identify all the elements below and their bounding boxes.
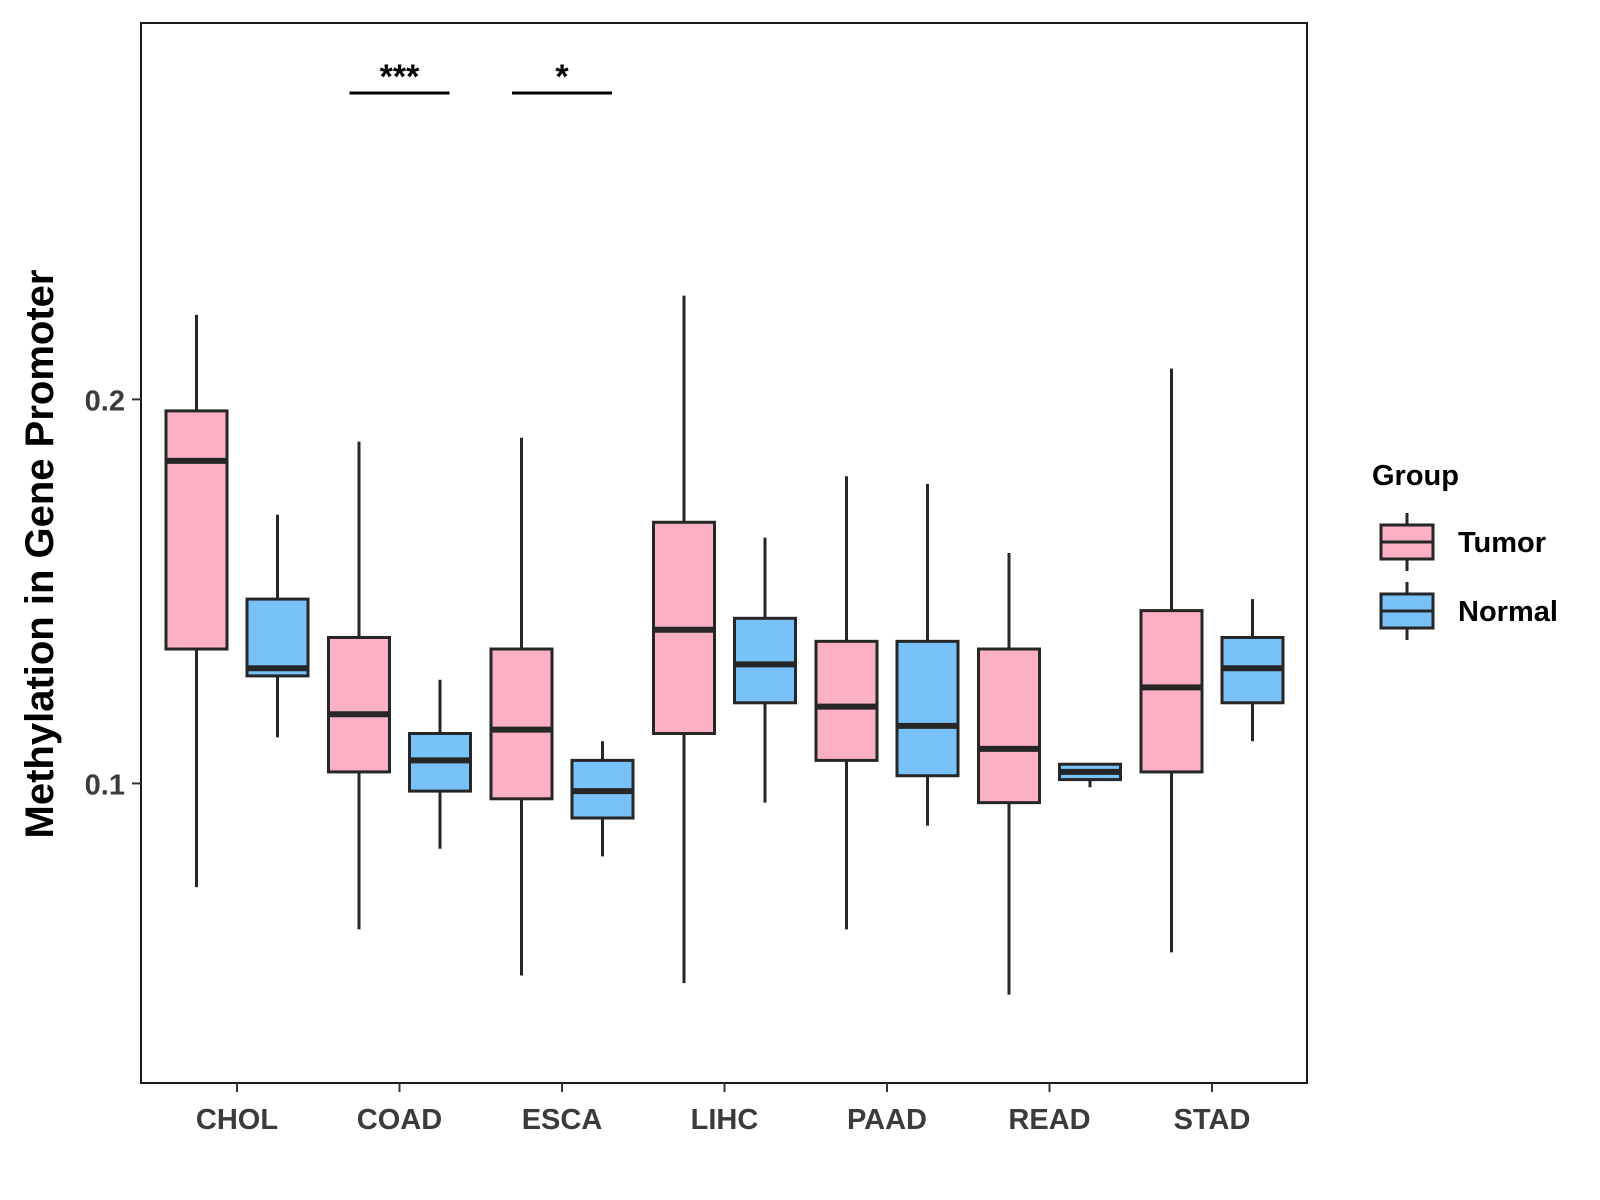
legend-label-normal: Normal bbox=[1458, 596, 1558, 628]
plot-marks bbox=[164, 295, 1285, 995]
box-normal-lihc bbox=[733, 537, 797, 803]
iqr-box-normal-chol bbox=[245, 597, 310, 678]
legend-item-normal: Normal bbox=[1379, 582, 1558, 640]
iqr-box-tumor-paad bbox=[814, 639, 879, 762]
plot-panel-border bbox=[140, 22, 1308, 1084]
x-tick-label-chol: CHOL bbox=[196, 1104, 278, 1136]
box-tumor-read bbox=[977, 553, 1041, 995]
iqr-box-tumor-esca bbox=[489, 647, 554, 801]
x-tick-label-lihc: LIHC bbox=[691, 1104, 759, 1136]
iqr-box-normal-lihc bbox=[733, 616, 797, 705]
box-normal-read bbox=[1058, 762, 1122, 788]
box-tumor-esca bbox=[489, 437, 554, 976]
box-normal-chol bbox=[245, 514, 310, 738]
box-tumor-stad bbox=[1139, 368, 1204, 953]
significance-annotations: *** * bbox=[349, 58, 612, 96]
significance-label-coad: *** bbox=[380, 58, 420, 96]
iqr-box-tumor-chol bbox=[164, 409, 229, 651]
box-normal-esca bbox=[570, 741, 635, 857]
x-tick-label-stad: STAD bbox=[1174, 1104, 1251, 1136]
box-normal-paad bbox=[895, 483, 960, 826]
box-tumor-paad bbox=[814, 476, 879, 930]
box-normal-stad bbox=[1220, 599, 1285, 742]
legend-item-tumor: Tumor bbox=[1379, 513, 1546, 571]
iqr-box-tumor-stad bbox=[1139, 609, 1204, 774]
x-tick-label-coad: COAD bbox=[357, 1104, 442, 1136]
y-axis-title: Methylation in Gene Promoter bbox=[18, 270, 62, 839]
y-tick-label-0.1: 0.1 bbox=[85, 769, 125, 801]
box-normal-coad bbox=[408, 679, 472, 849]
box-tumor-lihc bbox=[652, 295, 716, 984]
x-tick-label-paad: PAAD bbox=[847, 1104, 927, 1136]
box-tumor-chol bbox=[164, 314, 229, 888]
significance-label-esca: * bbox=[555, 58, 569, 96]
x-tick-label-read: READ bbox=[1008, 1104, 1090, 1136]
iqr-box-tumor-coad bbox=[327, 635, 391, 774]
axes: 0.1 0.2 CHOL COAD ESCA LIHC PAAD READ STAD bbox=[85, 385, 1251, 1136]
legend-label-tumor: Tumor bbox=[1458, 527, 1546, 559]
iqr-box-tumor-read bbox=[977, 647, 1041, 805]
legend-title: Group bbox=[1372, 460, 1459, 492]
y-tick-label-0.2: 0.2 bbox=[85, 385, 125, 417]
legend: Group Tumor Normal bbox=[1372, 460, 1558, 640]
x-tick-label-esca: ESCA bbox=[522, 1104, 603, 1136]
box-tumor-coad bbox=[327, 441, 391, 930]
iqr-box-normal-paad bbox=[895, 639, 960, 778]
